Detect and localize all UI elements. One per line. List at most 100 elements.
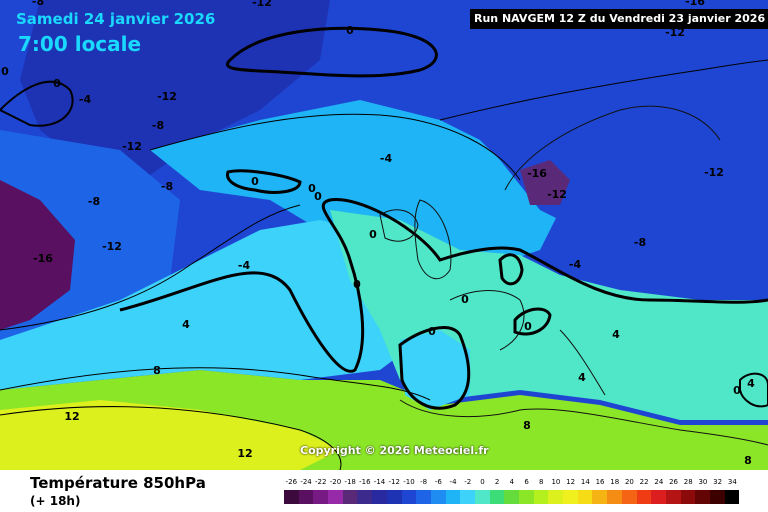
isotherm-zero-iceland (226, 169, 302, 194)
map-region-north-atlantic (150, 100, 560, 270)
legend-swatch (636, 490, 652, 504)
legend-swatch (489, 490, 505, 504)
legend-swatch (519, 490, 534, 504)
isotherm-label: -16 (685, 0, 705, 8)
legend-label: 26 (669, 478, 679, 486)
isotherm-label: -8 (161, 180, 173, 193)
isotherm-minus-four (0, 204, 301, 331)
coast-britain (414, 199, 452, 280)
legend-swatch (548, 490, 564, 504)
legend-label: 6 (524, 478, 529, 486)
legend-swatch (695, 490, 710, 504)
isotherm-label: 0 (524, 320, 532, 333)
legend-swatch (430, 490, 446, 504)
isotherm-label: -12 (704, 166, 724, 179)
legend-label: -20 (329, 478, 342, 486)
isotherm-label: -12 (547, 188, 567, 201)
run-info-banner: Run NAVGEM 12 Z du Vendredi 23 janvier 2… (470, 9, 768, 29)
isotherm-label: -4 (79, 93, 92, 106)
legend-swatch (445, 490, 461, 504)
legend-label: 16 (595, 478, 605, 486)
legend-label: -24 (300, 478, 312, 486)
isotherm-zero-greenland-west (0, 80, 74, 127)
legend-label: -6 (434, 478, 442, 486)
temperature-map: -8 -12 -16 -12 0 0 0 -4 -12 -8 -12 -8 -8 0 0 0 -4 -16 -12-… (0, 0, 768, 470)
legend-label: 12 (566, 478, 576, 486)
legend-swatch (709, 490, 725, 504)
legend-swatch (357, 490, 373, 504)
legend-label: -18 (344, 478, 356, 486)
isotherm-label: 4 (578, 371, 586, 384)
legend-swatch (284, 490, 299, 504)
legend-label: 32 (713, 478, 723, 486)
legend-label: 4 (509, 478, 515, 486)
legend-swatch (533, 490, 549, 504)
legend-swatch (313, 490, 329, 504)
legend-swatch (724, 490, 740, 504)
legend-label: 8 (539, 478, 544, 486)
legend-swatch (372, 490, 387, 504)
isotherm-label: 12 (64, 410, 79, 423)
legend-swatch (386, 490, 402, 504)
isotherm-label: -12 (157, 90, 177, 103)
isotherm-label: 8 (153, 364, 161, 377)
isotherm-label: 0 (346, 24, 354, 37)
isotherm-label: -4 (380, 152, 393, 165)
legend-swatch (460, 490, 475, 504)
isotherm-label: -16 (527, 167, 547, 180)
legend-label: -8 (420, 478, 428, 486)
isotherm-label: 4 (612, 328, 620, 341)
isotherm-eight (0, 406, 342, 470)
isotherm-zero-east (739, 372, 768, 408)
isotherm-label: -4 (569, 258, 582, 271)
isotherm-label: -12 (252, 0, 272, 9)
legend-swatch (474, 490, 490, 504)
legend-label: -22 (315, 478, 327, 486)
isotherm-label: 8 (523, 419, 531, 432)
legend-label: -26 (285, 478, 298, 486)
legend-label: -2 (464, 478, 472, 486)
coast-italy (559, 329, 606, 396)
isotherm-label: 0 (461, 293, 469, 306)
legend-swatch (401, 490, 417, 504)
legend-swatch (577, 490, 593, 504)
legend-swatch (680, 490, 696, 504)
legend-label: 28 (683, 478, 693, 486)
isotherm-label: -8 (634, 236, 646, 249)
isotherm-zero-baltic (498, 253, 524, 286)
legend-label: -10 (403, 478, 415, 486)
legend-label: -16 (359, 478, 371, 486)
isotherm-label: -8 (32, 0, 44, 8)
copyright-text: Copyright © 2026 Meteociel.fr (300, 444, 489, 457)
coast-ireland (379, 209, 419, 242)
legend-labels: -26 -24 -22 -20 -18 -16 -14 -12 -10 -8 -6 -4 -2 0 2 4 6 8… (284, 478, 754, 490)
legend-label: 24 (654, 478, 664, 486)
isotherm-label: 8 (744, 454, 752, 467)
forecast-offset: (+ 18h) (30, 494, 81, 508)
isotherm-zero-north (226, 26, 438, 78)
legend-label: 10 (551, 478, 561, 486)
map-region-iberia-cool (400, 330, 470, 410)
isotherm-zero-alps (513, 307, 552, 336)
legend-swatch (342, 490, 358, 504)
legend-label: -14 (373, 478, 386, 486)
isotherm-minus-eight (149, 113, 521, 181)
isotherm-label: 0 (314, 190, 322, 203)
legend-swatch (504, 490, 519, 504)
legend-bar (284, 490, 740, 504)
legend-label: 34 (727, 478, 737, 486)
legend-swatch (328, 490, 343, 504)
isotherm-label: -16 (33, 252, 53, 265)
isotherm-zero-iberia (398, 326, 471, 410)
legend-label: 2 (494, 478, 500, 486)
isotherm-label: 0 (53, 77, 61, 90)
isotherm-minus-twelve (439, 59, 768, 121)
legend-label: 0 (480, 478, 485, 486)
legend-label: 30 (698, 478, 708, 486)
map-region-subtropic (0, 400, 340, 470)
isotherm-label: -8 (88, 195, 100, 208)
isotherm-label: 0 (369, 228, 377, 241)
time-title: 7:00 locale (18, 32, 142, 56)
isotherm-label: 0 (251, 175, 259, 188)
